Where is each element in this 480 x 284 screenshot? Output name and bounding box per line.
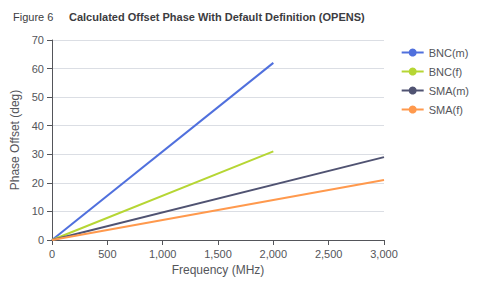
- svg-text:Frequency (MHz): Frequency (MHz): [172, 263, 265, 277]
- svg-text:10: 10: [32, 205, 44, 217]
- svg-text:3,000: 3,000: [370, 248, 398, 260]
- svg-text:50: 50: [32, 91, 44, 103]
- svg-text:2,000: 2,000: [260, 248, 288, 260]
- svg-text:60: 60: [32, 63, 44, 75]
- svg-text:BNC(m): BNC(m): [429, 47, 469, 59]
- svg-text:70: 70: [32, 34, 44, 46]
- svg-text:Phase Offset (deg): Phase Offset (deg): [8, 90, 22, 191]
- svg-text:0: 0: [49, 248, 55, 260]
- svg-text:1,000: 1,000: [149, 248, 177, 260]
- svg-text:0: 0: [38, 234, 44, 246]
- svg-text:40: 40: [32, 120, 44, 132]
- svg-text:Calculated Offset Phase With D: Calculated Offset Phase With Default Def…: [69, 11, 365, 23]
- svg-text:BNC(f): BNC(f): [429, 66, 463, 78]
- svg-text:500: 500: [98, 248, 116, 260]
- svg-text:2,500: 2,500: [315, 248, 343, 260]
- svg-text:Figure 6: Figure 6: [13, 11, 53, 23]
- svg-text:SMA(m): SMA(m): [429, 85, 469, 97]
- svg-text:1,500: 1,500: [204, 248, 232, 260]
- svg-text:SMA(f): SMA(f): [429, 104, 463, 116]
- svg-text:20: 20: [32, 177, 44, 189]
- svg-text:30: 30: [32, 148, 44, 160]
